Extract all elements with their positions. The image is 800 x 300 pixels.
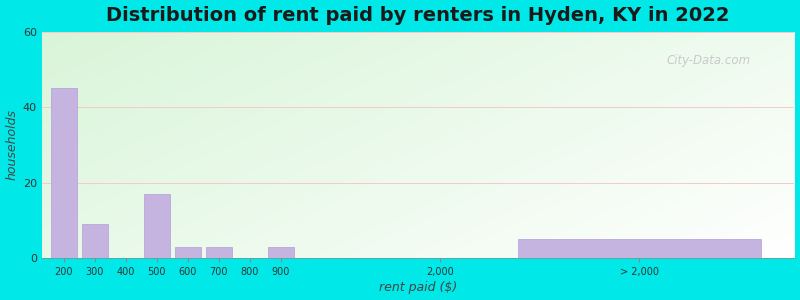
Bar [50,88,77,258]
Bar [82,224,108,258]
Y-axis label: households: households [6,110,18,181]
Bar [143,194,170,258]
X-axis label: rent paid ($): rent paid ($) [379,281,458,294]
Text: City-Data.com: City-Data.com [666,54,750,67]
Bar [206,247,232,258]
Bar [518,239,762,258]
Bar [174,247,201,258]
Bar [267,247,294,258]
Title: Distribution of rent paid by renters in Hyden, KY in 2022: Distribution of rent paid by renters in … [106,6,730,25]
